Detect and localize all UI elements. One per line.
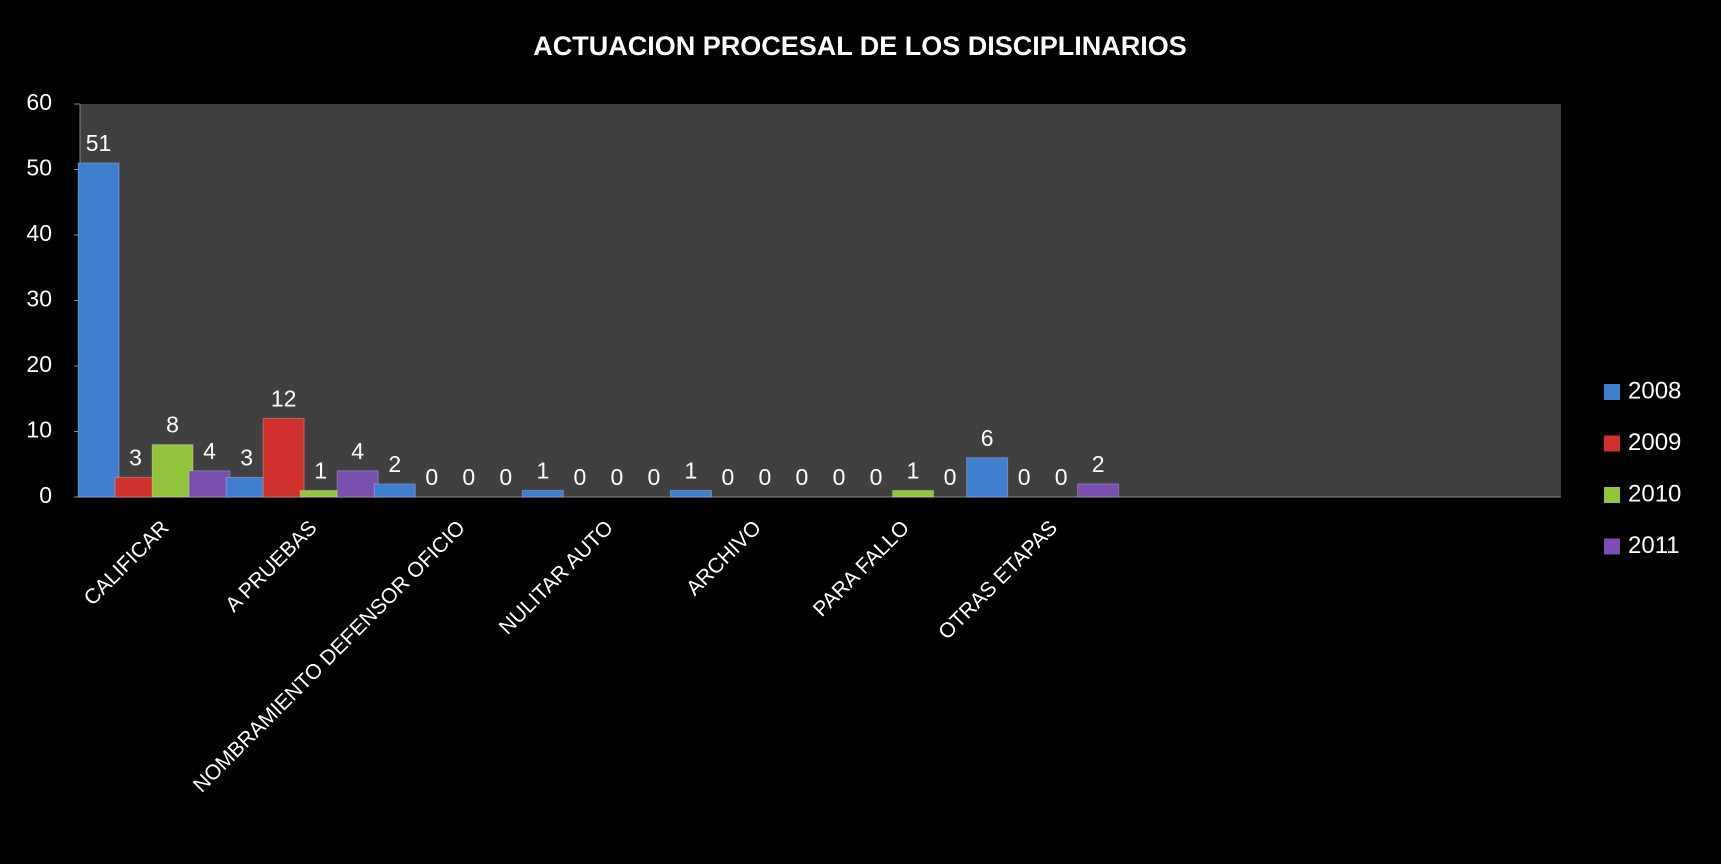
value-label: 1 [314, 458, 327, 484]
legend-label: 2008 [1628, 377, 1681, 404]
y-tick-label: 0 [39, 482, 52, 508]
bar [77, 162, 120, 498]
value-label: 4 [203, 438, 216, 464]
value-label: 3 [129, 444, 142, 470]
y-tick-label: 40 [26, 220, 52, 246]
value-label: 0 [462, 464, 475, 490]
value-label: 8 [166, 412, 179, 438]
value-label: 0 [1055, 464, 1068, 490]
value-label: 0 [499, 464, 512, 490]
value-label: 0 [1018, 464, 1031, 490]
bar [521, 489, 564, 498]
value-label: 0 [759, 464, 772, 490]
legend-swatch [1604, 384, 1620, 400]
value-label: 2 [1092, 451, 1105, 477]
bar [669, 489, 712, 498]
value-label: 12 [271, 385, 297, 411]
bar [373, 483, 416, 498]
value-label: 0 [647, 464, 660, 490]
legend-label: 2010 [1628, 480, 1681, 507]
y-tick-label: 10 [26, 417, 52, 443]
value-label: 4 [351, 438, 364, 464]
y-tick-label: 60 [26, 89, 52, 115]
value-label: 1 [536, 458, 549, 484]
bar [225, 476, 268, 498]
legend-label: 2011 [1628, 532, 1680, 559]
value-label: 0 [425, 464, 438, 490]
legend-swatch [1604, 538, 1620, 555]
value-label: 3 [240, 444, 253, 470]
value-label: 51 [86, 130, 112, 156]
value-label: 0 [573, 464, 586, 490]
legend-label: 2009 [1628, 429, 1681, 456]
bar [188, 470, 231, 498]
value-label: 2 [388, 451, 401, 477]
value-label: 0 [833, 464, 846, 490]
value-label: 0 [796, 464, 809, 490]
value-label: 0 [944, 464, 957, 490]
legend-swatch [1604, 435, 1620, 452]
legend-swatch [1604, 487, 1620, 503]
bar [1077, 483, 1120, 498]
value-label: 0 [870, 464, 883, 490]
bar [336, 470, 379, 498]
bar [114, 476, 157, 498]
value-label: 1 [685, 458, 698, 484]
value-label: 0 [722, 464, 735, 490]
bar [966, 457, 1009, 498]
y-tick-label: 20 [26, 351, 52, 377]
value-label: 6 [981, 425, 994, 451]
bar [151, 444, 194, 498]
y-tick-label: 30 [26, 286, 52, 312]
value-label: 1 [907, 458, 920, 484]
value-label: 0 [610, 464, 623, 490]
y-tick-label: 50 [26, 155, 52, 181]
bar [892, 489, 935, 498]
plot-area [80, 104, 1561, 497]
chart-title: ACTUACION PROCESAL DE LOS DISCIPLINARIOS [533, 31, 1187, 61]
bar [299, 489, 342, 498]
bar [262, 417, 305, 498]
